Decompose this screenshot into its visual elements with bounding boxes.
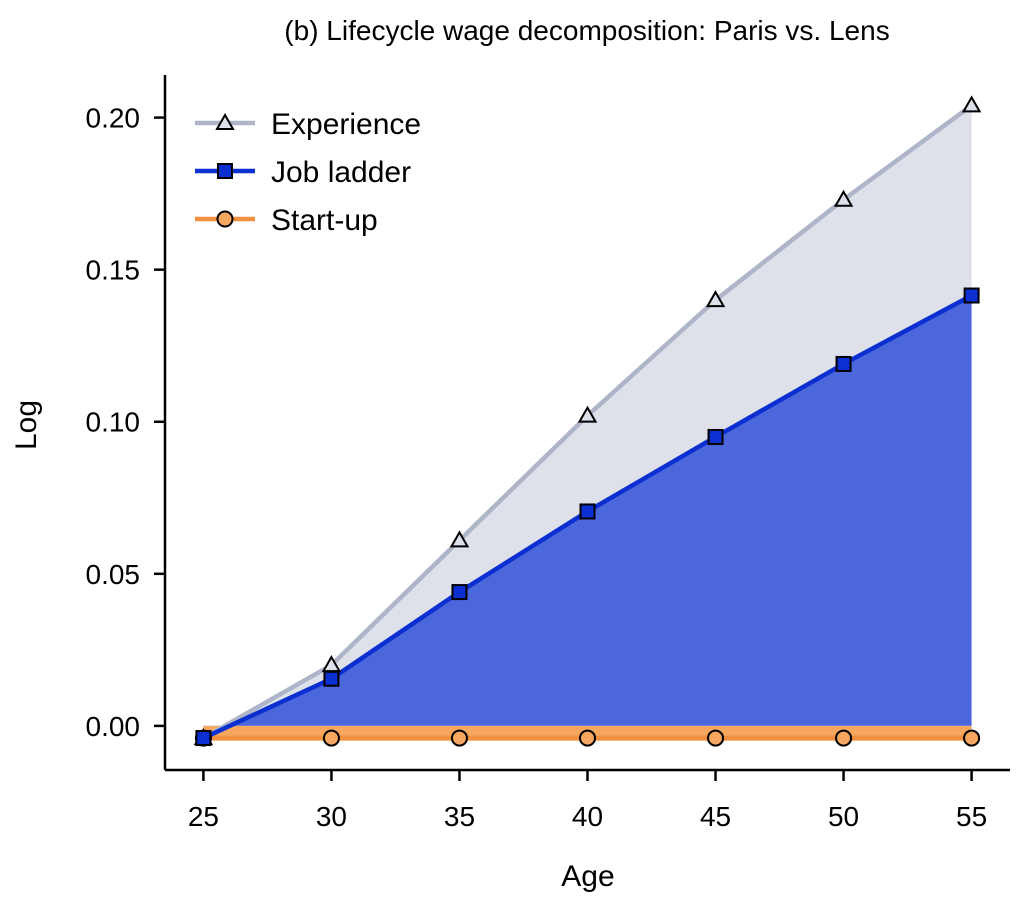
experience-marker-35 [449,530,470,548]
x-tick-label-25: 25 [188,801,219,832]
job-ladder-marker-55 [963,287,980,304]
x-tick-label-50: 50 [828,801,859,832]
y-tick-label-0.15: 0.15 [86,255,141,286]
start-up-marker-45 [707,729,725,747]
experience-marker-40 [577,405,598,423]
chart-title: (b) Lifecycle wage decomposition: Paris … [284,15,889,46]
legend-label-experience: Experience [271,108,421,141]
start-up-marker-30 [322,729,340,747]
legend-marker-job-ladder [217,163,233,179]
y-tick-label-0.20: 0.20 [86,103,141,134]
y-tick-label-0.10: 0.10 [86,407,141,438]
experience-marker-55 [961,95,982,113]
y-axis-title: Log [10,400,43,450]
x-tick-label-30: 30 [316,801,347,832]
start-up-marker-50 [835,729,853,747]
job-ladder-marker-45 [707,428,724,445]
start-up-marker-40 [579,729,596,747]
x-tick-label-55: 55 [956,801,987,832]
start-up-marker-55 [963,729,981,747]
job-ladder-marker-50 [835,355,852,372]
legend-marker-experience [215,112,235,130]
axes: 25 30 35 40 45 50 55 0.00 0.05 0.10 0.15 0.20 [86,75,1010,832]
x-tick-label-45: 45 [700,801,731,832]
y-tick-label-0.05: 0.05 [86,559,141,590]
x-tick-label-35: 35 [444,801,475,832]
x-tick-label-40: 40 [572,801,603,832]
experience-marker-50 [833,189,854,207]
job-ladder-marker-30 [323,670,340,687]
y-tick-label-0.00: 0.00 [86,711,141,742]
job-ladder-marker-40 [579,503,596,520]
x-axis-title: Age [561,860,614,893]
job-ladder-marker-25 [195,730,212,747]
legend-label-job-ladder: Job ladder [271,156,411,189]
legend: Experience Job ladder Start-up [195,108,421,237]
start-up-marker-35 [450,729,468,747]
legend-label-start-up: Start-up [271,204,378,237]
legend-marker-start-up [216,210,234,228]
series-markers [193,95,982,747]
job-ladder-marker-35 [451,584,468,601]
experience-marker-45 [705,290,726,308]
